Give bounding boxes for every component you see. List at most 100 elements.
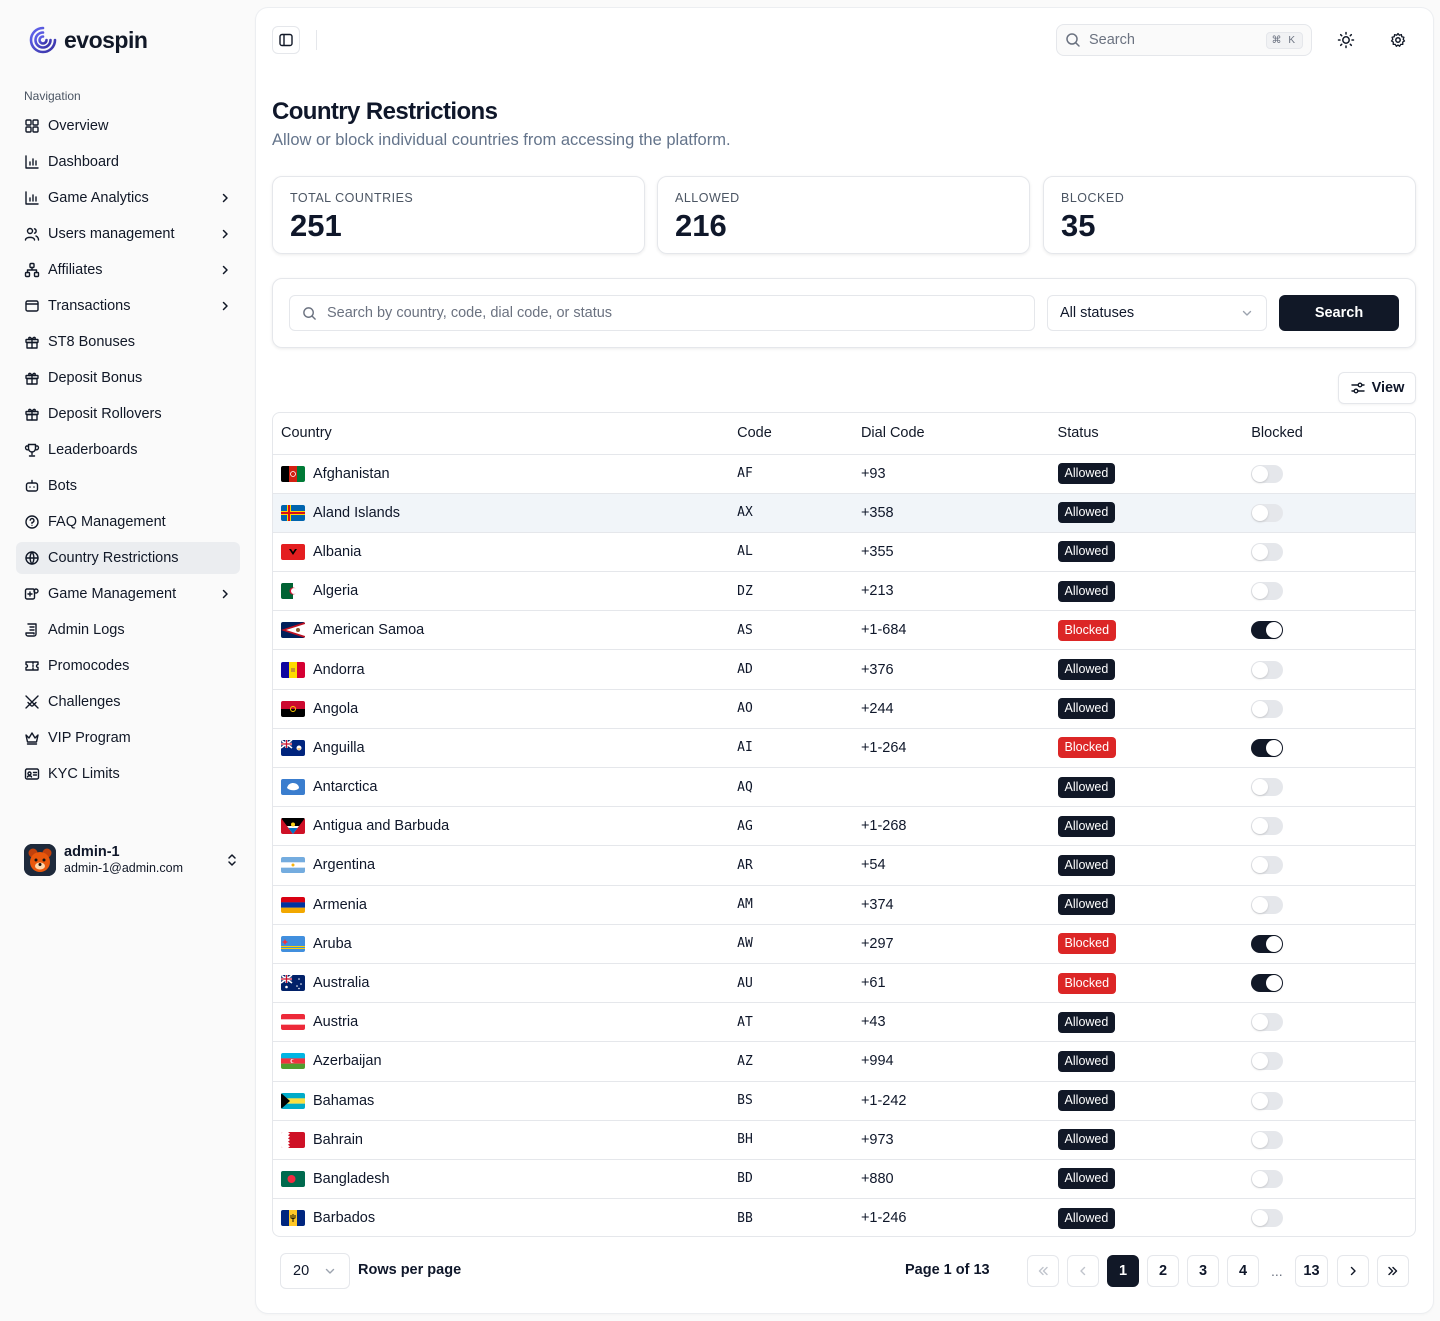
prev-page-button[interactable] [1067, 1255, 1099, 1287]
theme-toggle-button[interactable] [1330, 24, 1362, 56]
status-filter-select[interactable]: All statuses [1047, 295, 1267, 331]
sidebar-item-leaderboards[interactable]: Leaderboards [16, 434, 240, 466]
view-options-button[interactable]: View [1338, 372, 1416, 404]
rows-per-page-select[interactable]: 20 [280, 1253, 350, 1289]
blocked-toggle[interactable] [1251, 817, 1284, 836]
swords-icon [24, 694, 40, 710]
sidebar-item-st8-bonuses[interactable]: ST8 Bonuses [16, 326, 240, 358]
cell-blocked [1243, 845, 1415, 886]
blocked-toggle[interactable] [1251, 1169, 1284, 1188]
table-row[interactable]: Antarctica AQ Allowed [273, 767, 1415, 808]
next-page-button[interactable] [1337, 1255, 1369, 1287]
table-row[interactable]: Barbados BB +1-246 Allowed [273, 1199, 1415, 1236]
table-row[interactable]: Bahamas BS +1-242 Allowed [273, 1081, 1415, 1121]
blocked-toggle[interactable] [1251, 542, 1284, 561]
country-name: Argentina [313, 857, 376, 874]
blocked-toggle[interactable] [1251, 582, 1284, 601]
sidebar-item-deposit-rollovers[interactable]: Deposit Rollovers [16, 398, 240, 430]
page-button-13[interactable]: 13 [1295, 1255, 1328, 1287]
table-row[interactable]: Afghanistan AF +93 Allowed [273, 454, 1415, 494]
blocked-toggle[interactable] [1251, 464, 1284, 483]
sliders-icon [1350, 382, 1365, 394]
blocked-toggle[interactable] [1251, 621, 1284, 640]
blocked-toggle[interactable] [1251, 738, 1284, 757]
bar-chart-icon [24, 190, 40, 206]
cell-country: Albania [273, 532, 730, 573]
sidebar-item-faq-management[interactable]: FAQ Management [16, 506, 240, 538]
table-row[interactable]: Bahrain BH +973 Allowed [273, 1120, 1415, 1160]
sidebar-item-bots[interactable]: Bots [16, 470, 240, 502]
settings-button[interactable] [1382, 24, 1414, 56]
blocked-toggle[interactable] [1251, 1209, 1284, 1228]
chevrons-up-down-icon[interactable] [224, 852, 240, 868]
search-button[interactable]: Search [1279, 295, 1399, 331]
blocked-toggle[interactable] [1251, 934, 1284, 953]
table-row[interactable]: Andorra AD +376 Allowed [273, 649, 1415, 690]
sidebar-item-country-restrictions[interactable]: Country Restrictions [16, 542, 240, 574]
table-row[interactable]: Armenia AM +374 Allowed [273, 885, 1415, 925]
sidebar-item-dashboard[interactable]: Dashboard [16, 146, 240, 178]
blocked-toggle[interactable] [1251, 660, 1284, 679]
user-menu[interactable]: admin-1 admin-1@admin.com [24, 843, 240, 877]
sidebar-item-challenges[interactable]: Challenges [16, 686, 240, 718]
table-row[interactable]: Angola AO +244 Allowed [273, 689, 1415, 729]
cell-country: Australia [273, 963, 730, 1004]
table-row[interactable]: Austria AT +43 Allowed [273, 1002, 1415, 1043]
column-header-status[interactable]: Status [1049, 413, 1244, 455]
blocked-toggle[interactable] [1251, 974, 1284, 993]
column-header-country[interactable]: Country [273, 413, 730, 455]
global-search-input[interactable]: Search ⌘ K [1056, 24, 1312, 56]
brand-logo[interactable]: evospin [28, 25, 148, 55]
first-page-button[interactable] [1027, 1255, 1059, 1287]
last-page-button[interactable] [1377, 1255, 1409, 1287]
table-row[interactable]: Albania AL +355 Allowed [273, 532, 1415, 573]
sidebar-item-transactions[interactable]: Transactions [16, 290, 240, 322]
table-row[interactable]: Bangladesh BD +880 Allowed [273, 1159, 1415, 1200]
blocked-toggle[interactable] [1251, 856, 1284, 875]
cell-country: Azerbaijan [273, 1041, 730, 1082]
blocked-toggle[interactable] [1251, 1052, 1284, 1071]
sidebar-item-game-analytics[interactable]: Game Analytics [16, 182, 240, 214]
blocked-toggle[interactable] [1251, 895, 1284, 914]
bot-icon [24, 478, 40, 494]
blocked-toggle[interactable] [1251, 1130, 1284, 1149]
page-button-3[interactable]: 3 [1187, 1255, 1219, 1287]
table-row[interactable]: American Samoa AS +1-684 Blocked [273, 610, 1415, 651]
sidebar-item-vip-program[interactable]: VIP Program [16, 722, 240, 754]
country-search-input[interactable]: Search by country, code, dial code, or s… [289, 295, 1035, 331]
table-row[interactable]: Aland Islands AX +358 Allowed [273, 493, 1415, 533]
sidebar-item-affiliates[interactable]: Affiliates [16, 254, 240, 286]
sidebar-item-kyc-limits[interactable]: KYC Limits [16, 758, 240, 790]
panel-left-icon [279, 33, 293, 47]
table-row[interactable]: Anguilla AI +1-264 Blocked [273, 728, 1415, 769]
country-name: Barbados [313, 1210, 376, 1227]
column-header-code[interactable]: Code [729, 413, 853, 455]
wallet-icon [24, 298, 40, 314]
column-header-dial-code[interactable]: Dial Code [852, 413, 1050, 455]
sidebar-item-users-management[interactable]: Users management [16, 218, 240, 250]
stat-label: BLOCKED [1061, 191, 1125, 205]
cell-code: AD [729, 649, 853, 690]
table-row[interactable]: Antigua and Barbuda AG +1-268 Allowed [273, 806, 1415, 847]
blocked-toggle[interactable] [1251, 699, 1284, 718]
status-badge: Allowed [1057, 815, 1116, 837]
page-button-4[interactable]: 4 [1227, 1255, 1259, 1287]
table-row[interactable]: Algeria DZ +213 Allowed [273, 571, 1415, 612]
table-row[interactable]: Azerbaijan AZ +994 Allowed [273, 1041, 1415, 1082]
sidebar-item-overview[interactable]: Overview [16, 110, 240, 142]
table-row[interactable]: Argentina AR +54 Allowed [273, 845, 1415, 886]
sidebar-item-deposit-bonus[interactable]: Deposit Bonus [16, 362, 240, 394]
sidebar-item-admin-logs[interactable]: Admin Logs [16, 614, 240, 646]
blocked-toggle[interactable] [1251, 503, 1284, 522]
sidebar-item-promocodes[interactable]: Promocodes [16, 650, 240, 682]
page-button-1[interactable]: 1 [1107, 1255, 1139, 1287]
column-header-blocked[interactable]: Blocked [1243, 413, 1415, 455]
sidebar-toggle-button[interactable] [272, 26, 300, 54]
sidebar-item-game-management[interactable]: Game Management [16, 578, 240, 610]
table-row[interactable]: Australia AU +61 Blocked [273, 963, 1415, 1004]
page-button-2[interactable]: 2 [1147, 1255, 1179, 1287]
blocked-toggle[interactable] [1251, 1091, 1284, 1110]
blocked-toggle[interactable] [1251, 1013, 1284, 1032]
blocked-toggle[interactable] [1251, 778, 1284, 797]
table-row[interactable]: Aruba AW +297 Blocked [273, 924, 1415, 964]
